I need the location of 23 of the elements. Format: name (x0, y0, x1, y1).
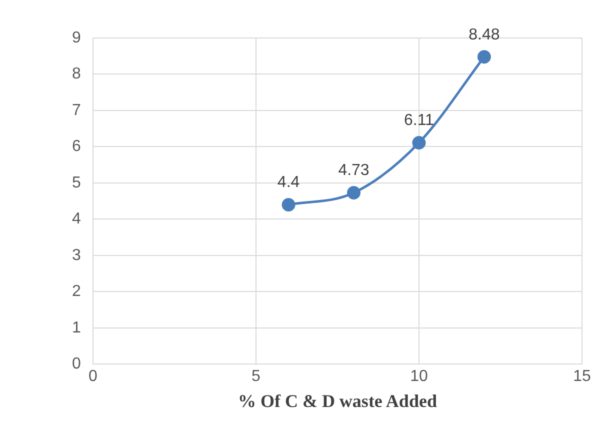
y-tick-label: 7 (72, 102, 81, 119)
x-tick-label: 10 (410, 368, 428, 386)
x-tick-label: 5 (251, 368, 260, 386)
y-tick-label: 1 (72, 319, 81, 336)
x-axis-title: % Of C & D waste Added (238, 390, 437, 411)
y-tick-label: 4 (72, 210, 81, 228)
data-label: 8.48 (468, 26, 500, 44)
data-label: 4.73 (338, 162, 370, 180)
y-tick-label: 3 (72, 246, 81, 264)
point (282, 198, 296, 212)
y-tick-label: 6 (72, 138, 81, 156)
y-tick-label: 9 (72, 29, 81, 46)
y-tick-label: 5 (72, 174, 81, 192)
x-tick-label: 0 (88, 368, 98, 386)
x-tick-label: 15 (573, 368, 591, 386)
data-label: 4.4 (277, 174, 300, 192)
point (477, 50, 491, 64)
point (347, 186, 361, 200)
y-tick-label: 8 (72, 66, 81, 83)
data-label: 6.11 (404, 112, 434, 130)
y-tick-label: 0 (72, 356, 81, 373)
point (412, 136, 426, 150)
y-tick-label: 2 (72, 283, 81, 300)
